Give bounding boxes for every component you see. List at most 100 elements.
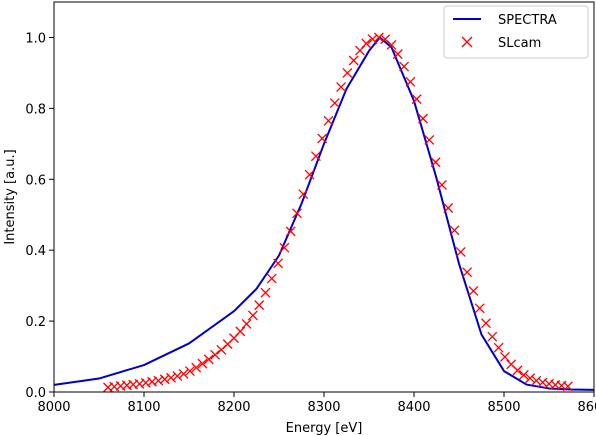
marker-stroke [241, 318, 252, 329]
marker-stroke [348, 55, 359, 66]
series-marker-slcam-38 [342, 67, 353, 78]
plot-area [54, 2, 594, 392]
marker-stroke [518, 370, 529, 380]
marker-stroke [392, 49, 403, 60]
series-marker-slcam-9 [159, 374, 170, 385]
marker-stroke [525, 373, 536, 384]
marker-stroke [455, 246, 466, 257]
series-marker-slcam-35 [323, 115, 334, 126]
marker-stroke [562, 381, 573, 392]
series-marker-slcam-41 [361, 38, 372, 49]
y-tick-label-1: 0.2 [25, 315, 46, 330]
series-marker-slcam-24 [254, 300, 265, 311]
series-marker-slcam-14 [191, 362, 202, 373]
series-marker-slcam-57 [462, 267, 473, 278]
marker-stroke [103, 382, 113, 393]
marker-stroke [235, 326, 246, 337]
y-axis-label: Intensity [a.u.] [3, 149, 18, 244]
marker-stroke [336, 82, 347, 93]
series-marker-slcam-46 [392, 49, 403, 60]
marker-stroke [323, 115, 334, 126]
marker-stroke [506, 359, 517, 370]
series-marker-slcam-62 [493, 342, 504, 353]
marker-stroke [317, 133, 328, 144]
x-tick-label-3: 8300 [307, 400, 340, 415]
series-marker-slcam-33 [310, 151, 321, 162]
series-marker-slcam-65 [512, 365, 523, 376]
x-tick-label-6: 8600 [577, 400, 596, 415]
y-tick-label-3: 0.6 [25, 173, 46, 188]
marker-stroke [367, 34, 378, 45]
legend: SPECTRA SLcam [443, 5, 589, 59]
marker-stroke [487, 331, 498, 342]
marker-stroke [166, 372, 176, 383]
marker-stroke [481, 318, 491, 329]
series-marker-slcam-17 [210, 349, 221, 360]
series-marker-slcam-63 [499, 351, 510, 362]
series-marker-slcam-59 [474, 303, 485, 314]
x-tick-label-0: 8000 [37, 400, 70, 415]
marker-stroke [531, 375, 542, 386]
series-marker-slcam-39 [348, 55, 359, 66]
marker-stroke [430, 157, 441, 168]
series-marker-slcam-22 [241, 318, 252, 329]
marker-stroke [512, 365, 523, 376]
series-marker-slcam-56 [455, 246, 466, 257]
series-marker-slcam-55 [449, 225, 460, 236]
y-tick-label-4: 0.8 [25, 102, 46, 117]
marker-stroke [153, 375, 164, 386]
series-layer [53, 32, 595, 393]
marker-stroke [443, 203, 454, 213]
marker-stroke [537, 377, 548, 388]
marker-stroke [436, 179, 447, 190]
marker-stroke [424, 134, 435, 145]
marker-stroke [109, 381, 120, 392]
marker-stroke [191, 362, 202, 373]
marker-stroke [254, 300, 265, 311]
series-marker-slcam-11 [172, 371, 183, 382]
series-marker-slcam-48 [405, 76, 416, 87]
series-marker-slcam-15 [197, 358, 208, 369]
series-marker-slcam-23 [247, 310, 258, 321]
marker-stroke [342, 67, 353, 78]
series-marker-slcam-42 [367, 34, 378, 45]
series-marker-slcam-34 [317, 133, 328, 144]
x-tick-label-4: 8400 [397, 400, 430, 415]
series-marker-slcam-43 [373, 32, 384, 43]
series-marker-slcam-49 [411, 94, 422, 105]
series-marker-slcam-52 [430, 157, 441, 168]
series-marker-slcam-53 [436, 179, 447, 190]
series-marker-slcam-12 [178, 368, 189, 379]
series-marker-slcam-37 [336, 82, 347, 93]
x-axis-label: Energy [eV] [286, 421, 363, 436]
series-line-spectra [53, 36, 595, 391]
marker-stroke [468, 285, 479, 296]
series-marker-slcam-45 [386, 39, 397, 50]
marker-stroke [399, 61, 410, 72]
series-marker-slcam-51 [424, 134, 435, 145]
axis-layer: 8000 8100 8200 8300 8400 8500 8600 0.0 0.2 0.4 0.6… [25, 31, 596, 415]
series-marker-slcam-32 [304, 169, 315, 180]
series-marker-slcam-29 [285, 226, 296, 237]
marker-stroke [172, 371, 183, 382]
marker-stroke [159, 374, 170, 385]
series-marker-slcam-67 [525, 373, 536, 384]
series-marker-slcam-47 [399, 61, 410, 72]
y-tick-label-5: 1.0 [25, 31, 46, 46]
series-marker-slcam-31 [298, 189, 309, 200]
marker-stroke [373, 32, 384, 43]
marker-stroke [134, 378, 145, 389]
marker-stroke [499, 351, 510, 362]
series-marker-slcam-73 [562, 381, 573, 392]
marker-stroke [184, 366, 195, 377]
series-marker-slcam-27 [273, 258, 284, 269]
series-marker-slcam-21 [235, 326, 246, 337]
series-marker-slcam-16 [203, 354, 214, 365]
marker-stroke [411, 94, 422, 105]
marker-stroke [128, 379, 139, 390]
series-marker-slcam-58 [468, 285, 479, 296]
marker-stroke [273, 258, 284, 269]
marker-stroke [418, 113, 428, 124]
marker-stroke [380, 34, 391, 45]
marker-stroke [147, 376, 158, 387]
